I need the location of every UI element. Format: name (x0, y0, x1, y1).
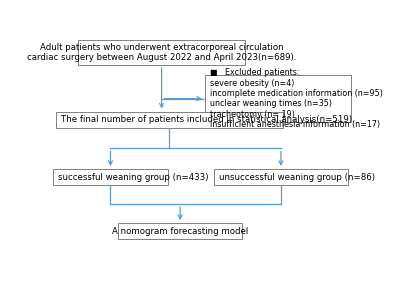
FancyBboxPatch shape (118, 223, 242, 239)
Text: successful weaning group (n=433): successful weaning group (n=433) (58, 173, 208, 182)
FancyBboxPatch shape (214, 169, 348, 185)
FancyBboxPatch shape (53, 169, 168, 185)
FancyBboxPatch shape (56, 112, 282, 128)
FancyBboxPatch shape (78, 40, 245, 65)
Text: Adult patients who underwent extracorporeal circulation
cardiac surgery between : Adult patients who underwent extracorpor… (27, 43, 296, 62)
Text: The final number of patients included in statistical analysis(n=519).: The final number of patients included in… (61, 115, 354, 124)
FancyBboxPatch shape (205, 75, 351, 123)
Text: ■   Excluded patients:
severe obesity (n=4)
incomplete medication information (n: ■ Excluded patients: severe obesity (n=4… (210, 68, 382, 129)
Text: A nomogram forecasting model: A nomogram forecasting model (112, 227, 248, 236)
Text: unsuccessful weaning group (n=86): unsuccessful weaning group (n=86) (219, 173, 375, 182)
